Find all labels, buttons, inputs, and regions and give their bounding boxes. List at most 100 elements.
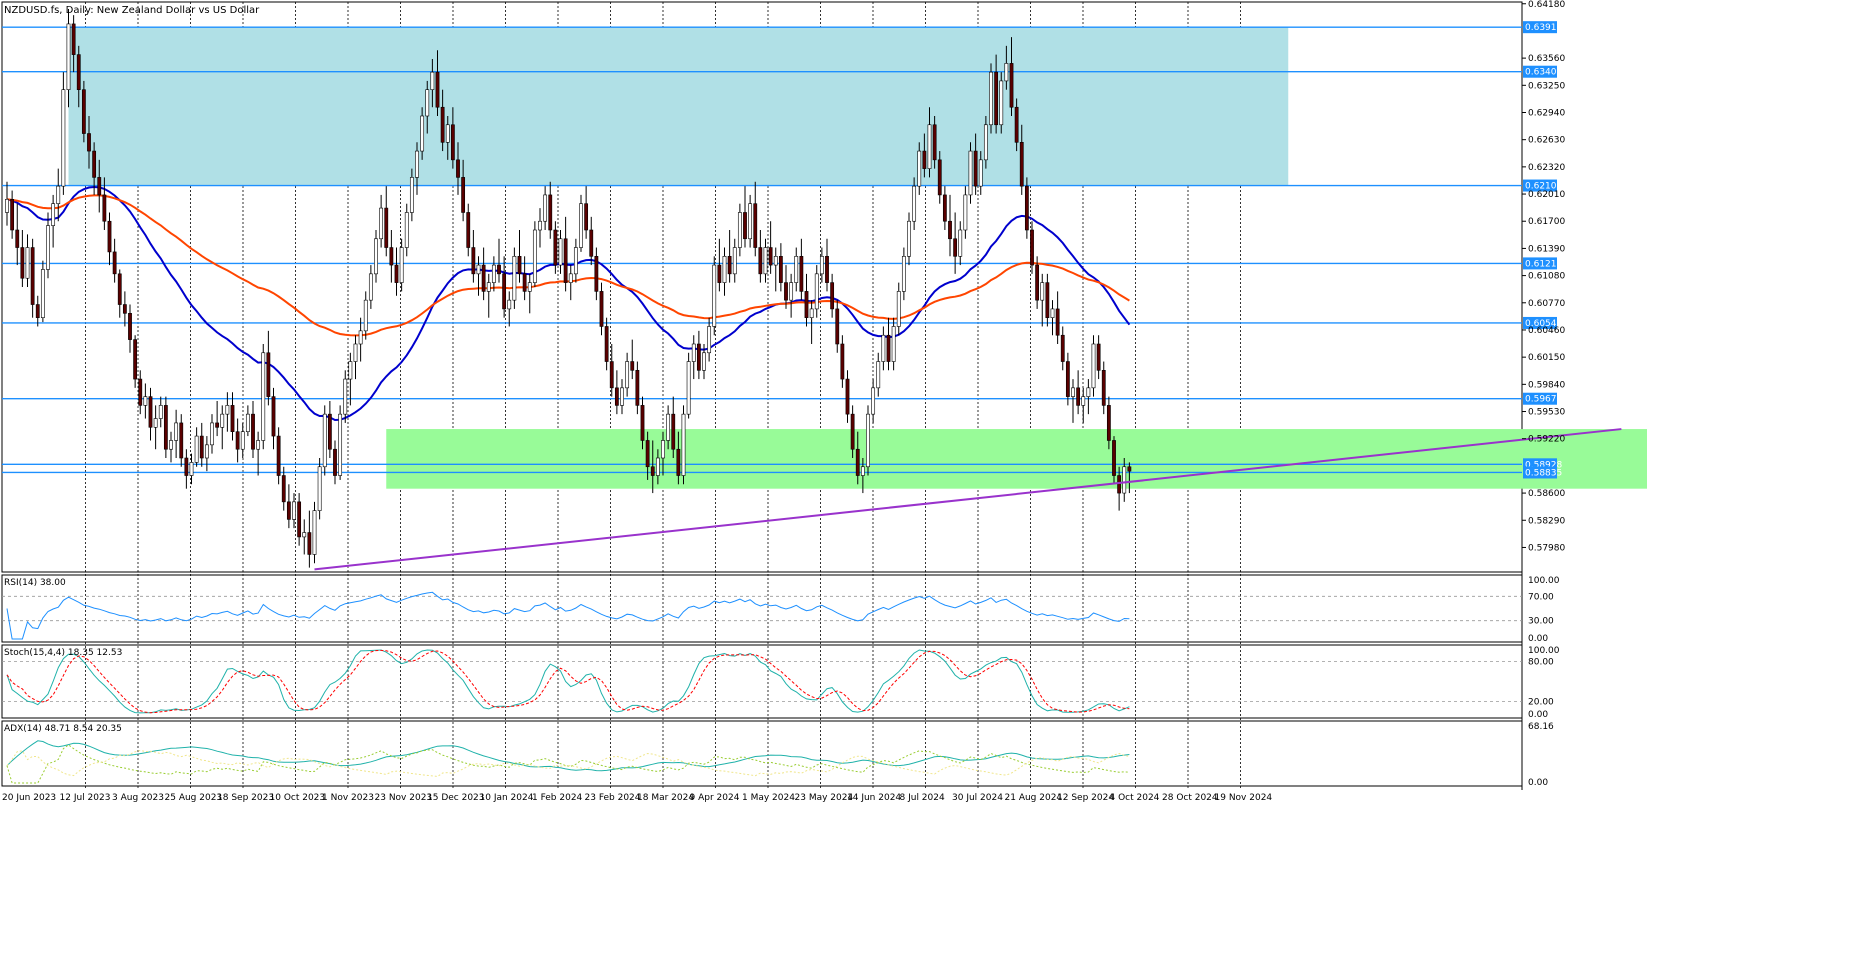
candle-bull — [968, 150, 973, 196]
candle-bear — [71, 23, 76, 55]
candle-bull — [661, 440, 665, 459]
candle-bull — [907, 220, 911, 257]
candle-bull — [66, 23, 71, 90]
candle-bull — [169, 440, 173, 450]
candle-bear — [128, 313, 132, 340]
candle-bull — [789, 282, 794, 301]
indicator-line — [6, 649, 1130, 714]
indicator-tick-label: 0.00 — [1528, 634, 1548, 644]
candle-bear — [932, 124, 937, 161]
price-tick-label: 0.62630 — [1528, 136, 1565, 146]
candle-bull — [358, 330, 363, 345]
candle-bull — [51, 203, 56, 226]
candle-bull — [983, 124, 988, 161]
indicator-tick-label: 100.00 — [1528, 646, 1560, 656]
candle-bear — [599, 291, 604, 327]
candle-bear — [394, 264, 399, 283]
candle-bear — [635, 370, 640, 406]
support-zone — [386, 429, 1647, 489]
candle-bear — [676, 448, 681, 476]
level-label-box — [1523, 65, 1557, 78]
date-tick-label: 21 Aug 2024 — [1005, 793, 1063, 803]
candle-bull — [978, 159, 983, 187]
candle-bear — [973, 150, 978, 187]
candle-bull — [620, 387, 624, 406]
candle-bear — [717, 264, 722, 283]
candle-bull — [415, 150, 419, 178]
candle-bear — [614, 387, 619, 406]
candle-bull — [25, 247, 30, 279]
indicator-line — [6, 591, 1130, 640]
candle-bull — [430, 71, 435, 90]
candle-bull — [379, 207, 384, 240]
candle-bull — [666, 413, 671, 441]
candle-bull — [374, 238, 378, 275]
indicator-tick-label: 30.00 — [1528, 617, 1554, 627]
date-tick-label: 4 Oct 2024 — [1110, 793, 1160, 803]
candle-bear — [1060, 334, 1065, 362]
candle-bull — [512, 256, 517, 301]
level-label-text: 0.60540 — [1525, 319, 1562, 329]
indicator-title: ADX(14) 48.71 8.54 20.35 — [4, 724, 122, 734]
candle-bull — [486, 282, 491, 292]
candle-bear — [1106, 405, 1111, 441]
candle-bear — [276, 435, 281, 476]
candle-bull — [989, 71, 993, 126]
candle-bear — [743, 212, 747, 240]
price-tick-label: 0.63560 — [1528, 54, 1565, 64]
candle-bear — [20, 247, 25, 279]
candle-bear — [35, 304, 40, 318]
indicator-title: RSI(14) 38.00 — [4, 578, 66, 588]
price-tick-label: 0.59530 — [1528, 408, 1565, 418]
candle-bear — [1019, 142, 1024, 187]
candle-bear — [758, 247, 763, 275]
date-tick-label: 23 Nov 2023 — [375, 793, 433, 803]
date-tick-label: 28 Oct 2024 — [1162, 793, 1218, 803]
date-tick-label: 12 Jul 2023 — [60, 793, 111, 803]
candle-bear — [117, 273, 122, 305]
level-label-box — [1523, 316, 1557, 329]
candle-bear — [251, 413, 255, 450]
candle-bear — [81, 89, 86, 134]
level-label-box — [1523, 179, 1557, 192]
price-tick-label: 0.60150 — [1528, 353, 1565, 363]
candle-bear — [1035, 264, 1040, 301]
candle-bull — [1086, 387, 1091, 397]
candle-bull — [409, 177, 414, 213]
candle-bull — [491, 264, 496, 283]
candle-bear — [76, 54, 81, 90]
candle-bull — [445, 124, 450, 143]
candle-bull — [404, 212, 409, 248]
candle-bear — [327, 413, 332, 450]
candle-bear — [163, 405, 168, 450]
candle-bull — [5, 199, 9, 213]
candle-bear — [517, 256, 522, 275]
candle-bull — [261, 352, 266, 441]
candle-bear — [122, 304, 127, 314]
candle-bull — [210, 422, 214, 446]
candle-bull — [737, 212, 742, 248]
candle-bear — [461, 177, 466, 213]
candle-bear — [1076, 387, 1081, 406]
date-tick-label: 14 Jun 2024 — [847, 793, 901, 803]
price-tick-label: 0.62010 — [1528, 190, 1565, 200]
resistance-zone — [68, 27, 1289, 186]
candle-bull — [819, 256, 824, 275]
indicator-tick-label: 20.00 — [1528, 698, 1554, 708]
candle-bull — [963, 194, 968, 231]
indicator-tick-label: 80.00 — [1528, 657, 1554, 667]
candle-bear — [1009, 63, 1014, 108]
candle-bull — [712, 264, 717, 327]
candle-bull — [814, 273, 819, 310]
candle-bull — [1040, 282, 1045, 301]
candle-bull — [338, 413, 343, 476]
candle-bull — [322, 413, 327, 468]
candle-bull — [732, 247, 737, 275]
candle-bear — [778, 256, 783, 283]
indicator-tick-label: 0.00 — [1528, 710, 1548, 720]
candle-bear — [502, 273, 507, 310]
candle-bear — [87, 133, 91, 152]
trend-layer — [314, 428, 1622, 571]
candle-bear — [563, 238, 568, 283]
candle-bear — [830, 282, 835, 310]
